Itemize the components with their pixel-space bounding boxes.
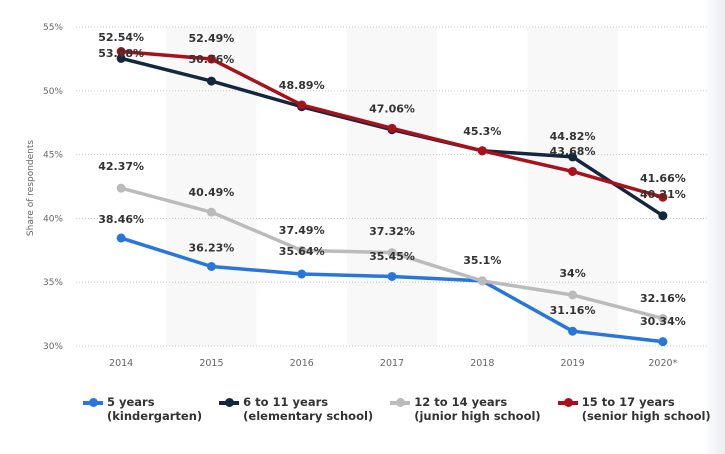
legend-sublabel: (elementary school) [243, 409, 374, 423]
legend-sublabel: (junior high school) [414, 409, 541, 423]
legend-item-12-to-14-years[interactable]: 12 to 14 years (junior high school) [390, 395, 541, 423]
data-point[interactable] [206, 262, 216, 272]
data-point[interactable] [568, 290, 578, 300]
data-labels: 38.46% 36.23% 35.64% 35.45% 31.16% 30.34% 52.5… [98, 31, 686, 328]
data-point[interactable] [387, 123, 397, 133]
legend-marker-icon [83, 398, 103, 408]
y-tick-label: 45% [43, 151, 63, 161]
data-label: 41.66% [640, 172, 686, 185]
data-point[interactable] [297, 245, 307, 255]
data-point[interactable] [116, 233, 126, 243]
data-point[interactable] [387, 248, 397, 258]
legend-label: 12 to 14 years [414, 395, 508, 409]
x-tick-label: 2015 [199, 358, 223, 369]
data-point[interactable] [116, 53, 126, 63]
data-label: 35.45% [369, 250, 415, 263]
data-label: 40.21% [640, 188, 686, 201]
data-point[interactable] [387, 271, 397, 281]
x-tick-label: 2018 [470, 358, 494, 369]
data-label: 52.54% [98, 31, 144, 44]
legend-sublabel: (kindergarten) [107, 409, 203, 423]
data-label: 45.3% [463, 125, 501, 138]
y-tick-label: 50% [43, 87, 63, 97]
data-point[interactable] [568, 152, 578, 162]
data-label: 35.64% [279, 245, 325, 258]
legend-marker-icon [390, 398, 411, 408]
data-label: 52.49% [189, 32, 235, 45]
data-label: 38.46% [98, 213, 144, 226]
data-label: 47.06% [369, 102, 415, 115]
gridlines [76, 26, 708, 347]
y-tick-label: 55% [43, 23, 63, 33]
y-tick-label: 40% [43, 214, 63, 224]
data-label: 44.82% [550, 130, 596, 143]
data-point[interactable] [297, 100, 307, 110]
data-label: 37.32% [369, 225, 415, 238]
data-point[interactable] [206, 207, 216, 217]
data-label: 36.23% [189, 242, 235, 255]
data-point[interactable] [658, 192, 668, 202]
legend-label: 15 to 17 years [581, 395, 675, 409]
data-point[interactable] [568, 326, 578, 336]
data-label: 34% [559, 267, 585, 280]
data-point[interactable] [658, 337, 668, 347]
y-axis-ticks: 30% 35% 40% 45% 50% 55% [43, 23, 63, 352]
x-tick-label: 2014 [109, 358, 133, 369]
data-point[interactable] [568, 166, 578, 176]
y-tick-label: 30% [43, 342, 63, 352]
data-label: 43.68% [550, 145, 596, 158]
data-label: 31.16% [550, 304, 596, 317]
data-point[interactable] [658, 313, 668, 323]
data-label: 48.89% [279, 79, 325, 92]
x-tick-label: 2017 [380, 358, 404, 369]
series-points [116, 46, 668, 347]
legend-marker-icon [557, 398, 578, 408]
y-axis-label: Share of respondents [26, 140, 36, 237]
data-label: 53.08% [98, 47, 144, 60]
data-point[interactable] [477, 276, 487, 286]
data-label: 32.16% [640, 292, 686, 305]
band-2017 [346, 27, 438, 346]
legend-item-6-to-11-years[interactable]: 6 to 11 years (elementary school) [219, 395, 373, 423]
y-tick-label: 35% [43, 278, 63, 288]
legend-item-15-to-17-years[interactable]: 15 to 17 years (senior high school) [557, 395, 711, 423]
data-label: 35.1% [463, 254, 501, 267]
edge-fade [703, 0, 725, 454]
legend: 5 years (kindergarten) 6 to 11 years (elem… [83, 395, 725, 423]
data-label: 42.37% [98, 160, 144, 173]
data-point[interactable] [116, 183, 126, 193]
legend-label: 5 years [107, 395, 155, 409]
legend-label: 6 to 11 years [243, 395, 329, 409]
data-point[interactable] [297, 269, 307, 279]
legend-marker-icon [219, 398, 240, 408]
x-axis-ticks: 2014 2015 2016 2017 2018 2019 2020* [109, 358, 678, 369]
x-tick-label: 2016 [290, 358, 314, 369]
data-label: 37.49% [279, 224, 325, 237]
data-point[interactable] [206, 54, 216, 64]
data-label: 50.76% [189, 53, 235, 66]
legend-sublabel: (senior high school) [581, 409, 711, 423]
x-tick-label: 2019 [560, 358, 584, 369]
x-tick-label: 2020* [648, 358, 677, 369]
data-label: 40.49% [189, 186, 235, 199]
legend-item-5-years[interactable]: 5 years (kindergarten) [83, 395, 202, 423]
data-point[interactable] [658, 211, 668, 221]
data-point[interactable] [206, 76, 216, 86]
data-point[interactable] [477, 146, 487, 156]
data-point[interactable] [116, 46, 126, 56]
data-label: 30.34% [640, 315, 686, 328]
